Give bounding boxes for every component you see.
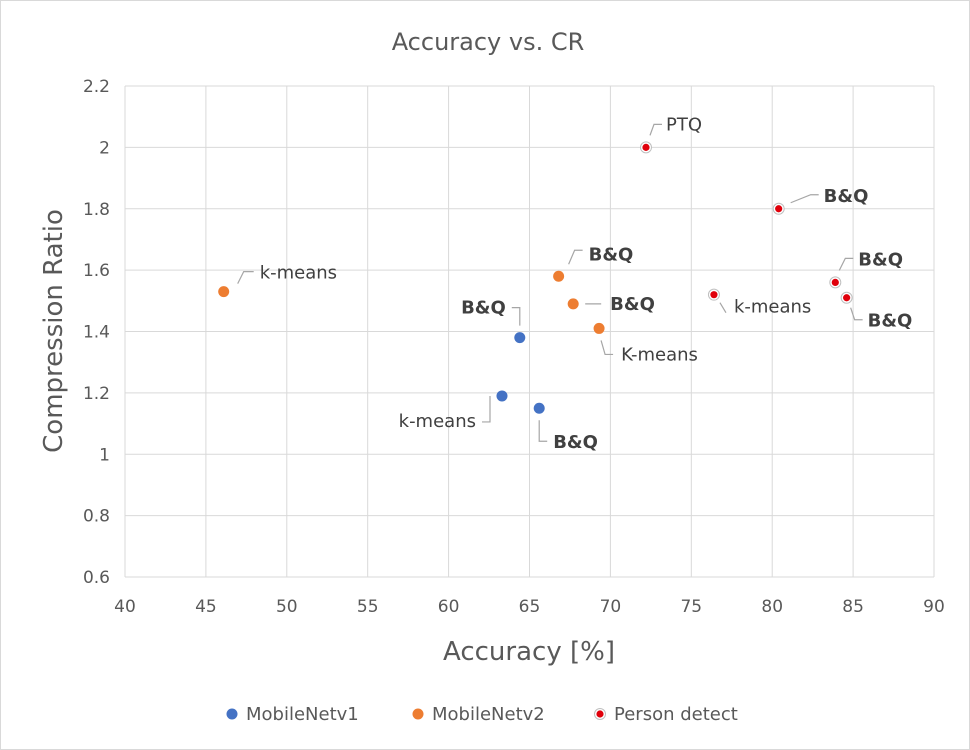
- x-tick-label: 50: [276, 597, 298, 617]
- annotation-leader: [538, 420, 548, 442]
- data-point-person-detect-core: [710, 291, 718, 299]
- y-tick-label: 2.2: [83, 77, 110, 97]
- x-axis-title: Accuracy [%]: [443, 637, 615, 667]
- x-tick-label: 60: [438, 597, 460, 617]
- annotation-leader: [600, 340, 614, 356]
- data-point-mobilenetv1: [533, 402, 545, 414]
- legend: MobileNetv1 MobileNetv2 Person detect: [226, 704, 738, 725]
- annotation-leader: [481, 395, 491, 423]
- point-annotation: B&Q: [824, 186, 869, 207]
- y-tick-label: 2: [99, 138, 110, 158]
- point-annotation: K-means: [621, 344, 698, 365]
- x-tick-label: 80: [761, 597, 783, 617]
- y-tick-label: 1.2: [83, 384, 110, 404]
- x-tick-label: 45: [195, 597, 217, 617]
- point-annotation: B&Q: [553, 432, 598, 453]
- y-tick-label: 0.8: [83, 507, 110, 527]
- data-point-mobilenetv2: [567, 298, 579, 310]
- chart-title: Accuracy vs. CR: [392, 28, 585, 56]
- legend-label: Person detect: [614, 704, 738, 725]
- point-annotation: B&Q: [610, 294, 655, 315]
- y-axis-ticks: 0.6 0.8 1 1.2 1.4 1.6 1.8 2 2.2: [83, 77, 110, 588]
- y-tick-label: 1: [99, 445, 110, 465]
- data-point-mobilenetv1: [496, 390, 508, 402]
- x-tick-label: 55: [357, 597, 379, 617]
- data-annotations: B&Q k-means B&Q k-means B&Q B&Q K-means PTQ B&Q B…: [260, 114, 913, 453]
- x-axis-ticks: 40 45 50 55 60 65 70 75 80 85 90: [114, 597, 945, 617]
- annotation-leader: [649, 123, 662, 136]
- x-tick-label: 90: [923, 597, 945, 617]
- point-annotation: k-means: [399, 411, 476, 432]
- annotation-leaders: [237, 123, 863, 442]
- data-point-person-detect-core: [831, 278, 839, 286]
- annotation-leader: [790, 194, 819, 204]
- point-annotation: B&Q: [858, 249, 903, 270]
- y-axis-title: Compression Ratio: [39, 209, 69, 453]
- y-tick-label: 1.8: [83, 200, 110, 220]
- gridlines: [124, 85, 935, 578]
- point-annotation: k-means: [734, 297, 811, 318]
- y-tick-label: 1.4: [83, 323, 110, 343]
- data-point-person-detect-core: [775, 205, 783, 213]
- data-point-mobilenetv2: [553, 270, 565, 282]
- legend-marker: [226, 708, 238, 720]
- data-point-mobilenetv1: [514, 332, 526, 344]
- annotation-leader: [719, 302, 727, 313]
- x-tick-label: 75: [680, 597, 702, 617]
- x-tick-label: 70: [600, 597, 622, 617]
- x-tick-label: 85: [842, 597, 864, 617]
- legend-marker-core: [596, 710, 604, 718]
- y-tick-label: 0.6: [83, 568, 110, 588]
- data-point-person-detect-core: [642, 143, 650, 151]
- annotation-leader: [237, 271, 254, 284]
- point-annotation: B&Q: [589, 244, 634, 265]
- legend-label: MobileNetv2: [432, 704, 545, 725]
- point-annotation: PTQ: [666, 114, 702, 135]
- data-point-person-detect-core: [843, 294, 851, 302]
- data-point-mobilenetv2: [593, 322, 605, 334]
- legend-label: MobileNetv1: [246, 704, 359, 725]
- x-tick-label: 40: [114, 597, 136, 617]
- annotation-leader: [850, 307, 863, 321]
- point-annotation: B&Q: [461, 298, 506, 319]
- data-points: [218, 141, 853, 414]
- annotation-leader: [511, 307, 521, 326]
- annotation-leader: [838, 257, 854, 271]
- y-tick-label: 1.6: [83, 261, 110, 281]
- legend-marker: [412, 708, 424, 720]
- point-annotation: k-means: [260, 263, 337, 284]
- annotation-leader: [568, 249, 583, 265]
- point-annotation: B&Q: [868, 311, 913, 332]
- data-point-mobilenetv2: [218, 286, 230, 298]
- x-tick-label: 65: [519, 597, 541, 617]
